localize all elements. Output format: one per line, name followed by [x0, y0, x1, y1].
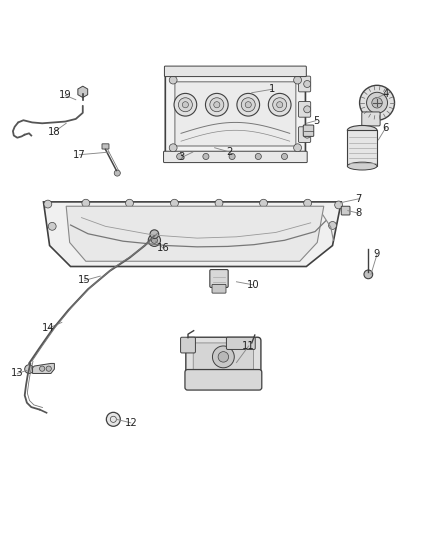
Text: 11: 11	[242, 341, 255, 351]
Circle shape	[241, 98, 255, 112]
Ellipse shape	[347, 162, 377, 170]
Circle shape	[39, 366, 45, 372]
FancyBboxPatch shape	[186, 337, 261, 377]
Text: 16: 16	[157, 243, 170, 253]
Circle shape	[364, 270, 373, 279]
Circle shape	[203, 154, 209, 159]
Circle shape	[229, 69, 236, 76]
Circle shape	[212, 346, 234, 368]
Text: 9: 9	[374, 249, 380, 259]
Circle shape	[372, 98, 382, 108]
FancyBboxPatch shape	[212, 285, 226, 293]
Circle shape	[367, 92, 388, 113]
FancyBboxPatch shape	[185, 369, 262, 390]
Circle shape	[44, 200, 52, 208]
Circle shape	[237, 93, 260, 116]
Polygon shape	[43, 202, 341, 266]
Circle shape	[177, 154, 183, 159]
Circle shape	[169, 144, 177, 152]
Text: 3: 3	[179, 152, 185, 163]
Text: 12: 12	[124, 418, 137, 428]
Circle shape	[25, 365, 33, 374]
Circle shape	[46, 366, 51, 372]
Text: 17: 17	[73, 150, 86, 160]
Circle shape	[293, 76, 301, 84]
FancyBboxPatch shape	[298, 127, 311, 142]
FancyBboxPatch shape	[163, 151, 307, 163]
Text: 14: 14	[42, 324, 54, 334]
Circle shape	[335, 201, 343, 209]
FancyBboxPatch shape	[102, 144, 109, 149]
Text: 4: 4	[383, 88, 389, 99]
Circle shape	[169, 76, 177, 84]
Circle shape	[82, 199, 90, 207]
Text: 5: 5	[313, 116, 319, 126]
FancyBboxPatch shape	[164, 66, 306, 77]
Circle shape	[304, 131, 311, 138]
FancyBboxPatch shape	[180, 337, 195, 353]
FancyBboxPatch shape	[193, 343, 254, 372]
Text: 10: 10	[247, 280, 259, 290]
Circle shape	[304, 106, 311, 113]
Circle shape	[255, 154, 261, 159]
Circle shape	[328, 222, 336, 229]
Circle shape	[106, 413, 120, 426]
Text: 13: 13	[11, 368, 24, 378]
Polygon shape	[66, 206, 324, 261]
Circle shape	[304, 80, 311, 87]
Ellipse shape	[347, 125, 377, 135]
Circle shape	[150, 230, 159, 239]
FancyBboxPatch shape	[210, 270, 228, 287]
Circle shape	[214, 102, 220, 108]
FancyBboxPatch shape	[341, 206, 350, 215]
Circle shape	[202, 69, 209, 76]
Text: 15: 15	[78, 276, 91, 286]
Text: 1: 1	[269, 84, 276, 94]
Circle shape	[151, 237, 157, 244]
Circle shape	[245, 102, 251, 108]
FancyBboxPatch shape	[303, 125, 314, 136]
Circle shape	[114, 170, 120, 176]
Circle shape	[260, 199, 268, 207]
Circle shape	[282, 154, 288, 159]
Circle shape	[178, 98, 192, 112]
Circle shape	[255, 69, 262, 76]
Circle shape	[218, 352, 229, 362]
Circle shape	[268, 93, 291, 116]
FancyBboxPatch shape	[298, 76, 311, 92]
Text: 6: 6	[383, 123, 389, 133]
FancyBboxPatch shape	[347, 130, 377, 166]
Circle shape	[277, 102, 283, 108]
Text: 7: 7	[356, 194, 362, 204]
Polygon shape	[32, 364, 54, 374]
Text: 8: 8	[356, 208, 362, 218]
Circle shape	[176, 69, 183, 76]
Circle shape	[205, 93, 228, 116]
Circle shape	[229, 154, 235, 159]
Circle shape	[148, 234, 160, 246]
Circle shape	[182, 102, 188, 108]
Circle shape	[170, 199, 178, 207]
Circle shape	[174, 93, 197, 116]
FancyBboxPatch shape	[298, 101, 311, 117]
FancyBboxPatch shape	[362, 112, 380, 126]
FancyBboxPatch shape	[226, 337, 255, 350]
Circle shape	[304, 199, 311, 207]
Circle shape	[48, 222, 56, 230]
Text: 19: 19	[59, 91, 72, 100]
Circle shape	[126, 199, 134, 207]
Circle shape	[215, 199, 223, 207]
Circle shape	[273, 98, 287, 112]
Circle shape	[293, 144, 301, 152]
FancyBboxPatch shape	[165, 72, 305, 156]
Text: 18: 18	[48, 127, 60, 137]
Text: 2: 2	[227, 147, 233, 157]
Circle shape	[281, 69, 288, 76]
Circle shape	[210, 98, 224, 112]
FancyBboxPatch shape	[175, 82, 296, 146]
Circle shape	[360, 85, 395, 120]
